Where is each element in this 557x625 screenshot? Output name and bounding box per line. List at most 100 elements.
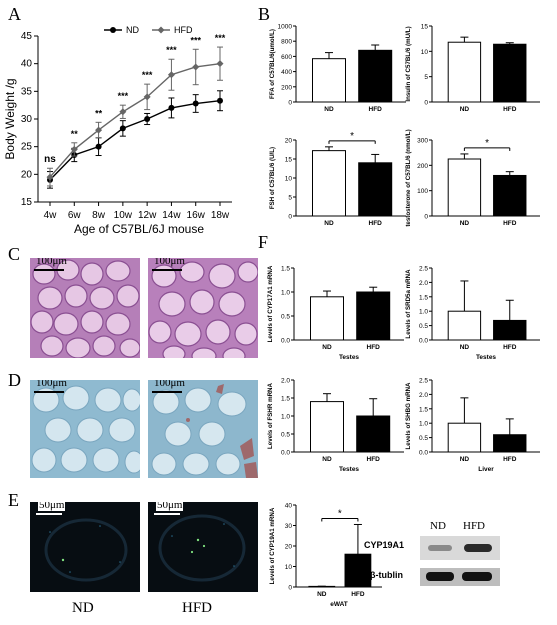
ihc-stain-hfd-image: 100μm xyxy=(148,380,258,478)
series-line-hfd xyxy=(49,62,221,178)
y-tick-label: 10 xyxy=(285,176,293,183)
y-tick-label: 0 xyxy=(424,100,428,107)
caption-nd: ND xyxy=(72,600,94,616)
y-tick-label: 0.5 xyxy=(281,314,290,321)
scale-bar xyxy=(34,269,64,271)
y-tick-label: 400 xyxy=(281,69,292,76)
caption-hfd: HFD xyxy=(182,600,213,616)
scale-bar-label: 100μm xyxy=(36,380,67,389)
data-point-hfd xyxy=(216,60,224,68)
y-tick-label: 40 xyxy=(21,59,33,70)
x-tick-label: HFD xyxy=(369,106,383,113)
bar-nd xyxy=(447,310,482,341)
x-tick-label: 14w xyxy=(162,210,181,221)
bar-nd xyxy=(447,158,482,217)
scale-bar-label: 100μm xyxy=(154,380,185,389)
x-tick-label: HFD xyxy=(369,220,383,227)
y-tick-label: 1.0 xyxy=(419,309,428,316)
x-tick-label: 10w xyxy=(114,210,133,221)
fluorescence-hfd-image: 50μm xyxy=(148,502,258,592)
significance-mark: * xyxy=(485,138,489,149)
bar-nd xyxy=(312,58,346,103)
series-line-nd xyxy=(49,100,221,181)
y-tick-label: 25 xyxy=(21,142,33,153)
x-tick-label: HFD xyxy=(367,344,381,351)
western-protein-tublin: β-tublin xyxy=(370,570,403,580)
legend-label-nd: ND xyxy=(126,25,139,35)
y-tick-label: 0.5 xyxy=(419,323,428,330)
data-point-nd xyxy=(119,125,126,132)
x-tick-label: ND xyxy=(460,220,470,227)
data-point-hfd xyxy=(143,93,151,101)
x-axis-title: eWAT xyxy=(330,601,348,608)
x-axis-title: Age of C57BL/6J mouse xyxy=(74,222,204,236)
x-axis-title: Testes xyxy=(476,354,496,361)
x-tick-label: HFD xyxy=(503,344,517,351)
y-tick-label: 0.0 xyxy=(281,450,290,457)
x-tick-label: ND xyxy=(460,456,470,463)
scale-bar xyxy=(34,391,64,393)
y-tick-label: 1.5 xyxy=(281,266,290,273)
y-axis-title: Body Weight /g xyxy=(3,78,17,159)
y-tick-label: 1.0 xyxy=(281,290,290,297)
significance-mark: *** xyxy=(142,70,153,80)
y-axis-title: FSH of C57BL/6 (U/L) xyxy=(269,147,276,209)
x-tick-label: ND xyxy=(322,456,332,463)
data-point-nd xyxy=(168,104,175,111)
bar-hfd xyxy=(356,415,391,453)
y-axis-title: Insulin of C57BL/6 (mU/L) xyxy=(405,26,412,101)
y-axis-title: Levels of SRD5a mRNA xyxy=(405,269,412,339)
y-tick-label: 600 xyxy=(281,54,292,61)
significance-mark: * xyxy=(350,131,354,142)
bar-hfd xyxy=(493,174,527,217)
x-tick-label: HFD xyxy=(503,106,517,113)
y-tick-label: 40 xyxy=(285,503,293,510)
x-tick-label: HFD xyxy=(351,591,365,598)
x-tick-label: ND xyxy=(460,106,470,113)
bar-hfd xyxy=(356,291,391,341)
data-point-hfd xyxy=(119,108,127,116)
he-stain-nd-image: 100μm xyxy=(30,258,140,358)
bar-nd xyxy=(447,41,482,103)
y-tick-label: 0 xyxy=(424,214,428,221)
x-tick-label: 4w xyxy=(44,210,58,221)
data-point-hfd xyxy=(192,63,200,71)
data-point-nd xyxy=(192,100,199,107)
y-tick-label: 200 xyxy=(417,163,428,170)
y-tick-label: 100 xyxy=(417,188,428,195)
scale-bar-label: 100μm xyxy=(36,258,67,267)
legend-marker-hfd xyxy=(157,26,165,34)
y-tick-label: 15 xyxy=(421,24,429,31)
data-point-nd xyxy=(144,116,151,122)
x-axis-title: Testes xyxy=(339,466,359,473)
data-point-nd xyxy=(217,97,223,104)
y-tick-label: 20 xyxy=(285,138,293,145)
y-tick-label: 1.5 xyxy=(281,396,290,403)
x-tick-label: HFD xyxy=(503,220,517,227)
y-tick-label: 15 xyxy=(21,197,33,208)
y-tick-label: 15 xyxy=(285,157,293,164)
scale-bar-label: 50μm xyxy=(156,502,184,511)
x-tick-label: 12w xyxy=(138,210,157,221)
y-tick-label: 1.5 xyxy=(419,294,428,301)
x-tick-label: ND xyxy=(460,344,470,351)
blot-band-tublin-hfd xyxy=(462,572,492,581)
significance-mark: *** xyxy=(118,91,129,101)
x-tick-label: ND xyxy=(322,344,332,351)
bar-hfd xyxy=(358,162,393,217)
bar-nd xyxy=(310,401,344,453)
y-tick-label: 45 xyxy=(21,31,33,42)
scale-bar-label: 50μm xyxy=(38,502,66,511)
y-tick-label: 2.0 xyxy=(419,392,428,399)
data-point-hfd xyxy=(46,173,54,181)
y-tick-label: 20 xyxy=(21,169,33,180)
y-tick-label: 0.0 xyxy=(419,450,428,457)
significance-mark: ** xyxy=(71,129,79,139)
scale-bar-label: 100μm xyxy=(154,258,185,267)
x-tick-label: 6w xyxy=(68,210,82,221)
y-tick-label: 5 xyxy=(424,74,428,81)
y-tick-label: 2.0 xyxy=(281,378,290,385)
bar-hfd xyxy=(358,49,393,103)
ihc-stain-nd-image: 100μm xyxy=(30,380,140,478)
